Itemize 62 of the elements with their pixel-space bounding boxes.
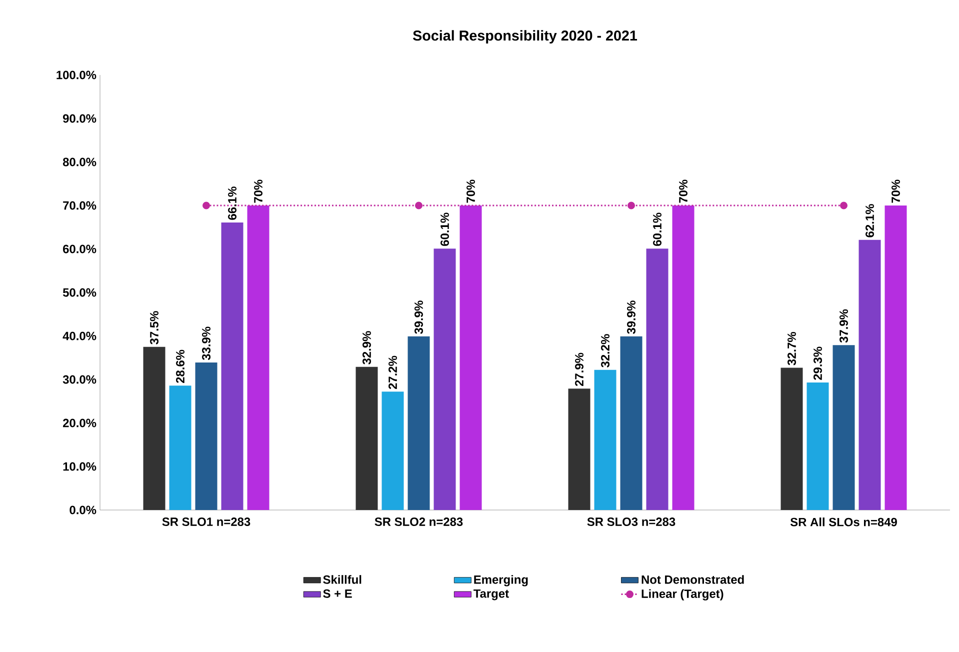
data-label: 27.9% bbox=[575, 352, 584, 386]
legend-label: Linear (Target) bbox=[642, 589, 724, 600]
bar bbox=[195, 362, 218, 510]
data-label: 62.1% bbox=[866, 204, 874, 238]
y-tick-label: 20.0% bbox=[63, 418, 96, 428]
bar bbox=[780, 368, 803, 510]
data-label: 39.9% bbox=[627, 300, 636, 334]
data-label: 66.1% bbox=[228, 186, 236, 220]
legend-label: Emerging bbox=[474, 575, 528, 586]
bar bbox=[568, 388, 590, 510]
y-tick-label: 40.0% bbox=[62, 332, 96, 340]
bar bbox=[884, 205, 907, 510]
y-tick-label: 80.0% bbox=[62, 158, 96, 166]
data-label: 29.3% bbox=[814, 346, 822, 380]
data-label: 70% bbox=[679, 180, 688, 203]
data-label: 32.2% bbox=[601, 334, 610, 368]
data-label: 27.2% bbox=[388, 356, 397, 390]
bar bbox=[806, 382, 829, 510]
bar bbox=[221, 222, 244, 510]
y-tick-label: 60.0% bbox=[63, 244, 96, 254]
data-label: 37.9% bbox=[840, 309, 848, 343]
legend-label: Skillful bbox=[323, 575, 362, 584]
x-tick-label: SR All SLOs n=849 bbox=[790, 518, 897, 526]
bar bbox=[382, 392, 404, 510]
legend-label: S + E bbox=[323, 589, 352, 598]
data-label: 28.6% bbox=[176, 350, 184, 383]
legend-label: Not Demonstrated bbox=[642, 575, 744, 584]
y-tick-label: 100.0% bbox=[56, 70, 96, 80]
data-label: 70% bbox=[892, 180, 900, 203]
y-tick-label: 70.0% bbox=[63, 201, 96, 210]
data-label: 32.7% bbox=[788, 332, 796, 366]
bar bbox=[356, 366, 378, 510]
y-tick-label: 90.0% bbox=[63, 114, 96, 123]
legend-label: Target bbox=[474, 589, 509, 600]
data-label: 70% bbox=[254, 180, 262, 203]
y-tick-label: 10.0% bbox=[63, 462, 96, 471]
y-tick-label: 30.0% bbox=[62, 375, 96, 384]
bar bbox=[247, 205, 270, 510]
bar bbox=[460, 205, 482, 510]
data-label: 70% bbox=[466, 180, 475, 203]
y-tick-label: 50.0% bbox=[62, 288, 96, 297]
data-label: 60.1% bbox=[440, 212, 449, 246]
bar bbox=[594, 370, 616, 510]
x-tick-label: SR SLO2 n=283 bbox=[374, 518, 463, 526]
x-tick-label: SR SLO1 n=283 bbox=[162, 518, 250, 526]
bar bbox=[434, 248, 456, 510]
data-label: 32.9% bbox=[362, 331, 371, 364]
bar bbox=[672, 205, 694, 510]
bar bbox=[143, 346, 166, 510]
x-tick-label: SR SLO3 n=283 bbox=[587, 518, 676, 526]
bar bbox=[832, 345, 855, 510]
bar bbox=[408, 336, 430, 510]
chart-title: Social Responsibility 2020 - 2021 bbox=[412, 30, 638, 44]
bar bbox=[646, 248, 668, 510]
data-label: 39.9% bbox=[414, 300, 423, 334]
bar bbox=[858, 240, 881, 510]
data-label: 37.5% bbox=[150, 311, 158, 344]
bar bbox=[169, 386, 192, 510]
data-label: 60.1% bbox=[653, 212, 662, 246]
y-tick-label: 0.0% bbox=[70, 506, 96, 514]
data-label: 33.9% bbox=[202, 326, 210, 360]
bar bbox=[620, 336, 642, 510]
